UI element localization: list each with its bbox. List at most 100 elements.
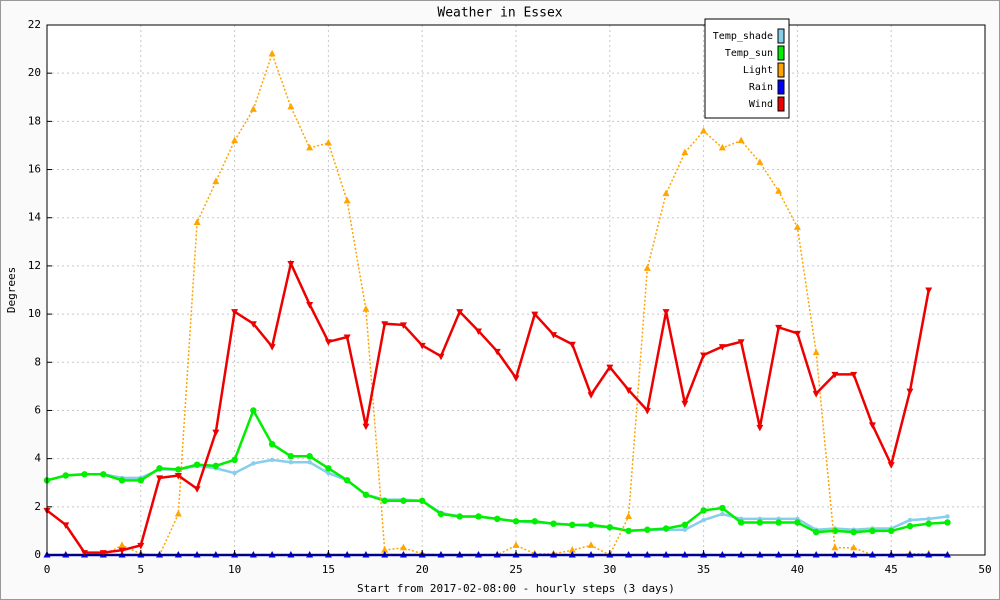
y-tick-label: 14 <box>28 211 42 224</box>
legend-swatch <box>777 96 785 112</box>
marker <box>587 541 595 548</box>
marker <box>531 311 539 319</box>
legend-box <box>704 18 790 119</box>
marker <box>625 387 633 394</box>
marker <box>512 541 520 548</box>
chart-title: Weather in Essex <box>437 6 562 21</box>
marker <box>343 334 351 341</box>
marker <box>399 322 407 329</box>
marker <box>343 196 351 204</box>
marker <box>326 470 331 476</box>
marker <box>287 261 295 268</box>
marker <box>381 551 389 558</box>
legend-label: Rain <box>749 82 773 93</box>
marker <box>212 462 220 470</box>
marker <box>493 551 501 558</box>
marker <box>531 551 539 558</box>
marker <box>399 551 407 558</box>
marker <box>268 49 276 57</box>
marker <box>268 344 276 351</box>
marker <box>324 339 332 346</box>
y-tick-label: 18 <box>28 114 41 127</box>
marker <box>269 457 275 463</box>
x-tick-label: 50 <box>978 563 991 576</box>
marker <box>325 465 332 472</box>
marker <box>137 477 144 484</box>
marker <box>925 287 933 294</box>
marker <box>850 371 858 379</box>
y-tick-label: 0 <box>34 548 41 561</box>
marker <box>456 551 464 558</box>
marker <box>456 513 463 520</box>
marker <box>118 541 126 548</box>
marker <box>456 309 464 316</box>
marker <box>268 440 276 448</box>
x-tick-label: 15 <box>322 563 335 576</box>
marker <box>812 348 820 356</box>
marker <box>81 471 88 478</box>
marker <box>250 407 257 414</box>
marker <box>737 136 745 144</box>
marker <box>232 470 237 476</box>
marker <box>887 462 895 469</box>
marker <box>437 551 445 558</box>
marker <box>249 321 257 328</box>
marker <box>362 551 370 558</box>
marker <box>81 550 89 557</box>
x-tick-label: 10 <box>228 563 241 576</box>
marker <box>268 551 276 558</box>
marker <box>362 305 370 312</box>
marker <box>400 497 407 504</box>
marker <box>831 551 839 558</box>
y-tick-label: 20 <box>28 66 41 79</box>
marker <box>550 520 557 527</box>
marker <box>850 551 858 558</box>
marker <box>720 511 725 517</box>
marker <box>99 550 107 557</box>
marker <box>681 551 689 558</box>
marker <box>850 543 858 551</box>
legend-swatch <box>777 62 785 78</box>
marker <box>306 143 314 151</box>
marker <box>193 551 201 558</box>
marker <box>662 551 670 558</box>
marker <box>737 519 745 526</box>
y-axis-label: Degrees <box>5 267 18 313</box>
legend-label: Wind <box>749 99 773 110</box>
marker <box>793 330 801 338</box>
marker <box>756 424 764 432</box>
marker <box>212 429 220 437</box>
marker <box>926 516 931 522</box>
marker <box>62 472 69 479</box>
x-tick-label: 35 <box>697 563 710 576</box>
marker <box>62 551 70 558</box>
marker <box>118 547 126 555</box>
marker <box>700 352 708 360</box>
legend-label: Temp_sun <box>725 48 773 59</box>
x-tick-label: 30 <box>603 563 616 576</box>
marker <box>512 375 520 382</box>
marker <box>494 515 501 523</box>
marker <box>701 517 706 523</box>
marker <box>718 143 726 151</box>
marker <box>419 497 426 504</box>
marker <box>644 526 651 533</box>
marker <box>324 139 332 146</box>
marker <box>868 422 876 429</box>
marker <box>175 466 182 473</box>
y-tick-label: 12 <box>28 259 41 272</box>
marker <box>587 551 595 558</box>
marker <box>718 344 726 351</box>
marker <box>381 321 389 328</box>
marker <box>474 328 482 335</box>
marker <box>512 518 520 525</box>
marker <box>287 551 295 558</box>
marker <box>700 507 707 514</box>
marker <box>925 551 933 558</box>
x-tick-label: 20 <box>416 563 429 576</box>
marker <box>569 521 576 529</box>
marker <box>906 551 914 558</box>
marker <box>212 551 220 558</box>
marker <box>943 551 951 558</box>
y-tick-label: 2 <box>34 500 41 513</box>
